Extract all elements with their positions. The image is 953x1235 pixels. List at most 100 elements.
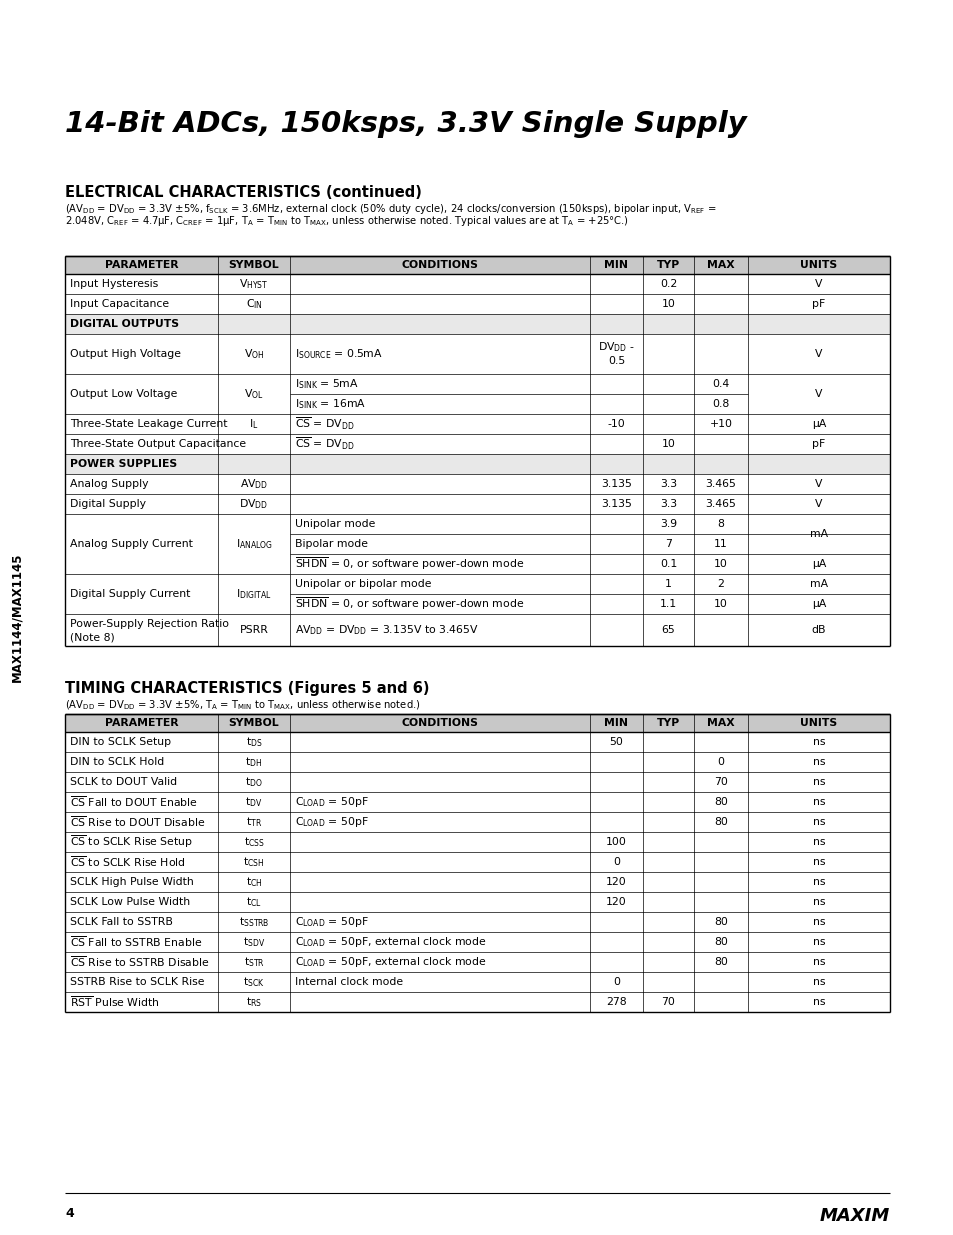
Text: I$_{\mathsf{SINK}}$ = 5mA: I$_{\mathsf{SINK}}$ = 5mA bbox=[294, 377, 358, 391]
Text: 3.9: 3.9 bbox=[659, 519, 677, 529]
Text: 50: 50 bbox=[609, 737, 622, 747]
Text: +10: +10 bbox=[709, 419, 732, 429]
Text: μA: μA bbox=[811, 599, 825, 609]
Text: ns: ns bbox=[812, 918, 824, 927]
Text: 14-Bit ADCs, 150ksps, 3.3V Single Supply: 14-Bit ADCs, 150ksps, 3.3V Single Supply bbox=[65, 110, 746, 138]
Text: MAX: MAX bbox=[706, 261, 734, 270]
Text: t$_{\mathsf{DO}}$: t$_{\mathsf{DO}}$ bbox=[245, 776, 263, 789]
Text: ns: ns bbox=[812, 837, 824, 847]
Text: SCLK Fall to SSTRB: SCLK Fall to SSTRB bbox=[70, 918, 172, 927]
Bar bbox=[65, 314, 889, 333]
Text: 3.465: 3.465 bbox=[705, 499, 736, 509]
Text: $\overline{\mathsf{RST}}$ Pulse Width: $\overline{\mathsf{RST}}$ Pulse Width bbox=[70, 994, 159, 1009]
Text: I$_{\mathsf{SINK}}$ = 16mA: I$_{\mathsf{SINK}}$ = 16mA bbox=[294, 398, 366, 411]
Text: Power-Supply Rejection Ratio: Power-Supply Rejection Ratio bbox=[70, 619, 229, 630]
Text: ns: ns bbox=[812, 897, 824, 906]
Text: 10: 10 bbox=[660, 299, 675, 309]
Text: 3.135: 3.135 bbox=[600, 499, 631, 509]
Text: Three-State Output Capacitance: Three-State Output Capacitance bbox=[70, 438, 246, 450]
Text: $\overline{\mathsf{CS}}$ Rise to DOUT Disable: $\overline{\mathsf{CS}}$ Rise to DOUT Di… bbox=[70, 815, 205, 830]
Text: 100: 100 bbox=[605, 837, 626, 847]
Text: (AV$_{\mathsf{DD}}$ = DV$_{\mathsf{DD}}$ = 3.3V ±5%, f$_{\mathsf{SCLK}}$ = 3.6MH: (AV$_{\mathsf{DD}}$ = DV$_{\mathsf{DD}}$… bbox=[65, 203, 716, 216]
Text: Digital Supply Current: Digital Supply Current bbox=[70, 589, 191, 599]
Text: 65: 65 bbox=[661, 625, 675, 635]
Text: $\overline{\mathsf{SHDN}}$ = 0, or software power-down mode: $\overline{\mathsf{SHDN}}$ = 0, or softw… bbox=[294, 556, 524, 572]
Text: $\overline{\mathsf{SHDN}}$ = 0, or software power-down mode: $\overline{\mathsf{SHDN}}$ = 0, or softw… bbox=[294, 595, 524, 613]
Text: 0: 0 bbox=[613, 857, 619, 867]
Text: I$_{\mathsf{L}}$: I$_{\mathsf{L}}$ bbox=[249, 417, 258, 431]
Text: C$_{\mathsf{IN}}$: C$_{\mathsf{IN}}$ bbox=[245, 298, 262, 311]
Text: DIN to SCLK Setup: DIN to SCLK Setup bbox=[70, 737, 171, 747]
Text: μA: μA bbox=[811, 559, 825, 569]
Text: t$_{\mathsf{DS}}$: t$_{\mathsf{DS}}$ bbox=[246, 735, 262, 748]
Text: t$_{\mathsf{DH}}$: t$_{\mathsf{DH}}$ bbox=[245, 755, 262, 769]
Text: CONDITIONS: CONDITIONS bbox=[401, 261, 478, 270]
Text: 0: 0 bbox=[613, 977, 619, 987]
Text: μA: μA bbox=[811, 419, 825, 429]
Text: (Note 8): (Note 8) bbox=[70, 632, 114, 642]
Text: C$_{\mathsf{LOAD}}$ = 50pF: C$_{\mathsf{LOAD}}$ = 50pF bbox=[294, 915, 368, 929]
Text: ns: ns bbox=[812, 757, 824, 767]
Text: 0.2: 0.2 bbox=[659, 279, 677, 289]
Text: CONDITIONS: CONDITIONS bbox=[401, 718, 478, 727]
Text: TYP: TYP bbox=[657, 718, 679, 727]
Text: DIGITAL OUTPUTS: DIGITAL OUTPUTS bbox=[70, 319, 179, 329]
Text: pF: pF bbox=[812, 438, 824, 450]
Text: (AV$_{\mathsf{DD}}$ = DV$_{\mathsf{DD}}$ = 3.3V ±5%, T$_{\mathsf{A}}$ = T$_{\mat: (AV$_{\mathsf{DD}}$ = DV$_{\mathsf{DD}}$… bbox=[65, 698, 420, 711]
Text: 0: 0 bbox=[717, 757, 723, 767]
Text: Three-State Leakage Current: Three-State Leakage Current bbox=[70, 419, 227, 429]
Text: TIMING CHARACTERISTICS (Figures 5 and 6): TIMING CHARACTERISTICS (Figures 5 and 6) bbox=[65, 680, 429, 697]
Text: SSTRB Rise to SCLK Rise: SSTRB Rise to SCLK Rise bbox=[70, 977, 204, 987]
Text: V: V bbox=[815, 479, 821, 489]
Text: dB: dB bbox=[811, 625, 825, 635]
Bar bbox=[65, 256, 889, 274]
Text: -10: -10 bbox=[607, 419, 625, 429]
Text: Output Low Voltage: Output Low Voltage bbox=[70, 389, 177, 399]
Text: 1: 1 bbox=[664, 579, 671, 589]
Text: PARAMETER: PARAMETER bbox=[105, 261, 178, 270]
Text: C$_{\mathsf{LOAD}}$ = 50pF: C$_{\mathsf{LOAD}}$ = 50pF bbox=[294, 815, 368, 829]
Text: PARAMETER: PARAMETER bbox=[105, 718, 178, 727]
Text: 3.3: 3.3 bbox=[659, 479, 677, 489]
Text: 120: 120 bbox=[605, 897, 626, 906]
Text: pF: pF bbox=[812, 299, 824, 309]
Text: 10: 10 bbox=[713, 599, 727, 609]
Text: SCLK High Pulse Width: SCLK High Pulse Width bbox=[70, 877, 193, 887]
Text: 8: 8 bbox=[717, 519, 723, 529]
Text: $\overline{\mathsf{CS}}$ Rise to SSTRB Disable: $\overline{\mathsf{CS}}$ Rise to SSTRB D… bbox=[70, 955, 210, 969]
Text: 80: 80 bbox=[713, 937, 727, 947]
Text: ns: ns bbox=[812, 857, 824, 867]
Text: DV$_{\mathsf{DD}}$: DV$_{\mathsf{DD}}$ bbox=[239, 498, 269, 511]
Text: 3.135: 3.135 bbox=[600, 479, 631, 489]
Text: 80: 80 bbox=[713, 818, 727, 827]
Text: 70: 70 bbox=[660, 997, 675, 1007]
Text: ns: ns bbox=[812, 957, 824, 967]
Text: $\overline{\mathsf{CS}}$ Fall to SSTRB Enable: $\overline{\mathsf{CS}}$ Fall to SSTRB E… bbox=[70, 935, 202, 950]
Text: t$_{\mathsf{CSS}}$: t$_{\mathsf{CSS}}$ bbox=[243, 835, 264, 848]
Text: Analog Supply Current: Analog Supply Current bbox=[70, 538, 193, 550]
Text: I$_{\mathsf{ANALOG}}$: I$_{\mathsf{ANALOG}}$ bbox=[235, 537, 273, 551]
Text: TYP: TYP bbox=[657, 261, 679, 270]
Text: UNITS: UNITS bbox=[800, 261, 837, 270]
Text: V: V bbox=[815, 350, 821, 359]
Text: Input Capacitance: Input Capacitance bbox=[70, 299, 169, 309]
Text: t$_{\mathsf{SSTRB}}$: t$_{\mathsf{SSTRB}}$ bbox=[238, 915, 269, 929]
Text: ns: ns bbox=[812, 997, 824, 1007]
Text: 10: 10 bbox=[713, 559, 727, 569]
Text: 2: 2 bbox=[717, 579, 723, 589]
Text: 0.8: 0.8 bbox=[712, 399, 729, 409]
Text: mA: mA bbox=[809, 579, 827, 589]
Text: ns: ns bbox=[812, 937, 824, 947]
Text: MAXIM: MAXIM bbox=[819, 1207, 889, 1225]
Text: PSRR: PSRR bbox=[239, 625, 268, 635]
Text: $\overline{\mathsf{CS}}$ = DV$_{\mathsf{DD}}$: $\overline{\mathsf{CS}}$ = DV$_{\mathsf{… bbox=[294, 416, 355, 432]
Text: t$_{\mathsf{RS}}$: t$_{\mathsf{RS}}$ bbox=[246, 995, 262, 1009]
Text: V$_{\mathsf{OL}}$: V$_{\mathsf{OL}}$ bbox=[244, 387, 264, 401]
Text: 80: 80 bbox=[713, 918, 727, 927]
Text: V: V bbox=[815, 389, 821, 399]
Text: 2.048V, C$_{\mathsf{REF}}$ = 4.7μF, C$_{\mathsf{CREF}}$ = 1μF, T$_{\mathsf{A}}$ : 2.048V, C$_{\mathsf{REF}}$ = 4.7μF, C$_{… bbox=[65, 214, 628, 228]
Text: 0.5: 0.5 bbox=[607, 356, 624, 366]
Text: ns: ns bbox=[812, 737, 824, 747]
Text: Digital Supply: Digital Supply bbox=[70, 499, 146, 509]
Text: 1.1: 1.1 bbox=[659, 599, 677, 609]
